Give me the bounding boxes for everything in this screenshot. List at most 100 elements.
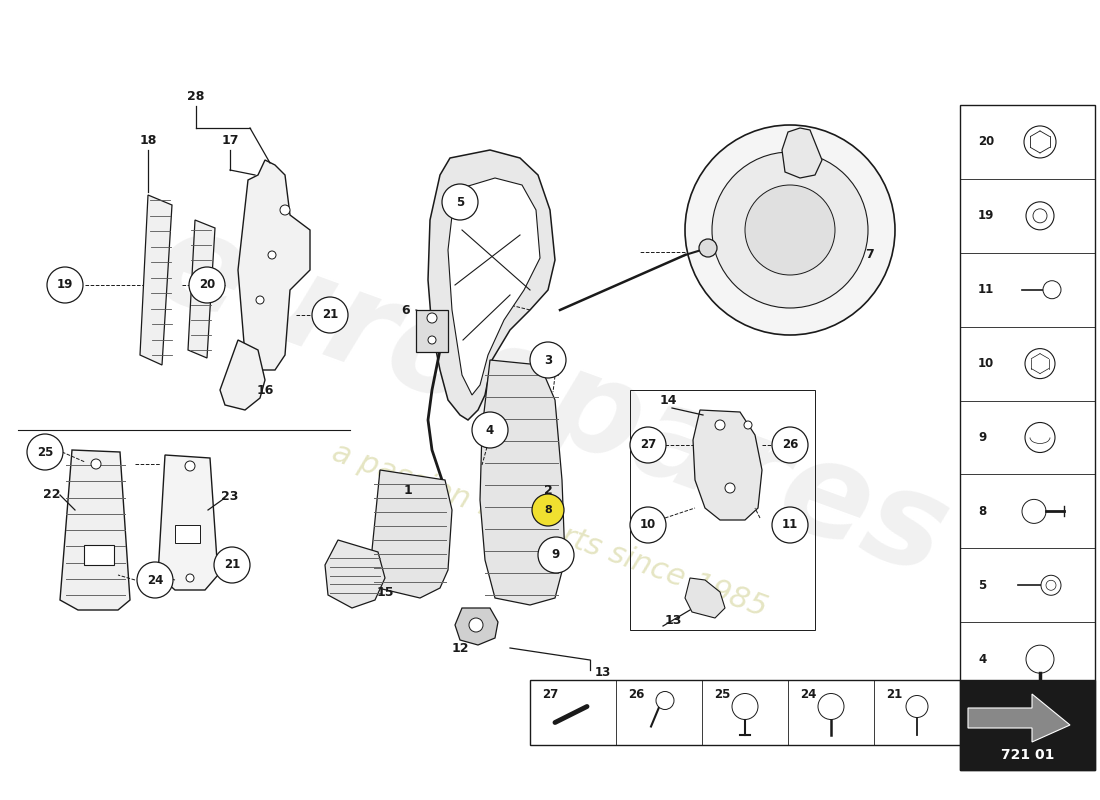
Text: 2: 2 <box>543 483 552 497</box>
Circle shape <box>91 459 101 469</box>
Polygon shape <box>685 578 725 618</box>
Text: 7: 7 <box>866 249 874 262</box>
Circle shape <box>280 205 290 215</box>
Circle shape <box>1033 209 1047 223</box>
Polygon shape <box>693 410 762 520</box>
Text: 4: 4 <box>486 423 494 437</box>
Polygon shape <box>158 455 218 590</box>
Polygon shape <box>370 470 452 598</box>
Circle shape <box>698 239 717 257</box>
Text: 4: 4 <box>978 653 987 666</box>
Text: a passion for parts since 1985: a passion for parts since 1985 <box>329 438 771 622</box>
Circle shape <box>745 185 835 275</box>
Text: 24: 24 <box>146 574 163 586</box>
Circle shape <box>1041 575 1062 595</box>
Text: 8: 8 <box>978 505 987 518</box>
Bar <box>84 545 114 565</box>
Polygon shape <box>782 128 822 178</box>
Text: 5: 5 <box>455 195 464 209</box>
Polygon shape <box>238 160 310 370</box>
Circle shape <box>442 184 478 220</box>
Text: 20: 20 <box>199 278 216 291</box>
Text: 25: 25 <box>714 687 730 701</box>
Circle shape <box>715 420 725 430</box>
Circle shape <box>428 336 436 344</box>
Circle shape <box>744 421 752 429</box>
Circle shape <box>186 574 194 582</box>
Text: 13: 13 <box>595 666 612 678</box>
Text: 1: 1 <box>404 483 412 497</box>
Circle shape <box>656 691 674 710</box>
Polygon shape <box>428 150 556 420</box>
Text: 19: 19 <box>978 210 994 222</box>
Circle shape <box>1026 645 1054 673</box>
Text: 11: 11 <box>978 283 994 296</box>
Circle shape <box>630 427 666 463</box>
Text: 25: 25 <box>36 446 53 458</box>
Circle shape <box>630 507 666 543</box>
Bar <box>630 390 815 630</box>
Bar <box>175 525 200 543</box>
Circle shape <box>138 562 173 598</box>
Bar <box>960 105 1094 770</box>
Circle shape <box>47 267 82 303</box>
Circle shape <box>312 297 348 333</box>
Text: 20: 20 <box>978 135 994 149</box>
Circle shape <box>532 494 564 526</box>
Circle shape <box>185 461 195 471</box>
Text: 10: 10 <box>640 518 656 531</box>
Circle shape <box>28 434 63 470</box>
Circle shape <box>712 152 868 308</box>
Text: 21: 21 <box>322 309 338 322</box>
Circle shape <box>725 483 735 493</box>
Text: 27: 27 <box>542 687 558 701</box>
Circle shape <box>685 125 895 335</box>
Text: 3: 3 <box>978 726 986 739</box>
Circle shape <box>732 694 758 719</box>
Text: 27: 27 <box>640 438 656 451</box>
Circle shape <box>538 537 574 573</box>
Circle shape <box>1022 499 1046 523</box>
Text: 6: 6 <box>402 303 410 317</box>
Text: 15: 15 <box>376 586 394 598</box>
Circle shape <box>772 427 808 463</box>
Text: 21: 21 <box>886 687 902 701</box>
Text: 26: 26 <box>782 438 799 451</box>
Circle shape <box>1025 422 1055 453</box>
Text: 12: 12 <box>451 642 469 654</box>
Circle shape <box>772 507 808 543</box>
Text: 9: 9 <box>552 549 560 562</box>
Text: 10: 10 <box>978 357 994 370</box>
Polygon shape <box>60 450 130 610</box>
Circle shape <box>530 342 566 378</box>
Circle shape <box>1043 281 1062 298</box>
Text: 14: 14 <box>659 394 676 406</box>
Circle shape <box>818 694 844 719</box>
Text: 18: 18 <box>140 134 156 146</box>
Circle shape <box>1015 728 1025 738</box>
Circle shape <box>1024 126 1056 158</box>
Circle shape <box>427 313 437 323</box>
Polygon shape <box>480 360 565 605</box>
Text: 22: 22 <box>43 489 60 502</box>
Polygon shape <box>448 178 540 395</box>
Circle shape <box>469 618 483 632</box>
Bar <box>416 310 448 352</box>
Circle shape <box>268 251 276 259</box>
Text: 5: 5 <box>978 578 987 592</box>
Text: 17: 17 <box>221 134 239 146</box>
Circle shape <box>189 267 226 303</box>
Text: 24: 24 <box>800 687 816 701</box>
Text: 3: 3 <box>543 354 552 366</box>
Text: 9: 9 <box>978 431 987 444</box>
Circle shape <box>214 547 250 583</box>
Bar <box>960 680 1094 770</box>
Circle shape <box>256 296 264 304</box>
Text: 16: 16 <box>256 383 274 397</box>
Text: 28: 28 <box>187 90 205 103</box>
Polygon shape <box>455 608 498 645</box>
Polygon shape <box>324 540 385 608</box>
Circle shape <box>1026 202 1054 230</box>
Text: 26: 26 <box>628 687 645 701</box>
Text: 21: 21 <box>224 558 240 571</box>
